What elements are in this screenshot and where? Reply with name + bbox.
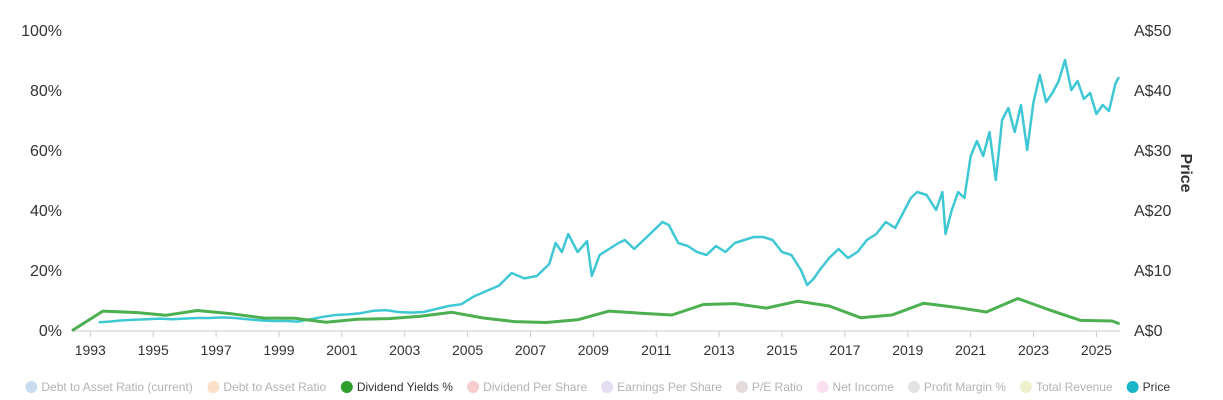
legend-marker	[907, 381, 920, 393]
legend-label: Total Revenue	[1036, 380, 1113, 394]
x-axis-tick-label: 2015	[766, 342, 797, 358]
legend-label: Earnings Per Share	[617, 380, 722, 394]
legend-item: Price	[1126, 380, 1171, 394]
right-axis-tick-label: A$30	[1134, 143, 1171, 160]
legend-item: Net Income	[816, 380, 895, 394]
left-axis-tick-label: 20%	[30, 263, 62, 280]
legend-marker	[816, 381, 829, 393]
legend-marker	[207, 381, 220, 393]
legend-label: Dividend Yields %	[357, 380, 453, 394]
x-axis-tick-label: 2019	[892, 342, 923, 358]
x-axis-tick-label: 2009	[578, 342, 609, 358]
legend-marker	[601, 381, 614, 393]
x-axis-tick-label: 1999	[263, 342, 294, 358]
legend-item: Earnings Per Share	[601, 380, 722, 394]
legend-label: Debt to Asset Ratio (current)	[41, 380, 192, 394]
legend-item: Dividend Per Share	[467, 380, 587, 394]
legend-item: Debt to Asset Ratio (current)	[25, 380, 193, 394]
right-axis-ticks: A$0 A$10 A$20 A$30 A$40 A$50	[1134, 23, 1171, 340]
legend-label: Profit Margin %	[924, 380, 1006, 394]
series-layer	[71, 58, 1120, 332]
right-axis-tick-label: A$10	[1134, 263, 1171, 280]
legend-label: P/E Ratio	[752, 380, 803, 394]
x-axis-tick-label: 2023	[1018, 342, 1049, 358]
left-axis-ticks: 0% 20% 40% 60% 80% 100%	[21, 23, 62, 340]
x-axis-tick-label: 1993	[75, 342, 106, 358]
x-axis-tick-label: 2011	[641, 342, 671, 358]
right-axis-tick-label: A$20	[1134, 203, 1171, 220]
legend-label: Net Income	[833, 380, 895, 394]
left-axis-tick-label: 0%	[39, 323, 62, 340]
x-axis-tick-label: 2001	[326, 342, 357, 358]
right-axis-tick-label: A$50	[1134, 23, 1171, 40]
legend-marker	[340, 381, 353, 393]
x-axis-tick-label: 2017	[829, 342, 860, 358]
legend: Debt to Asset Ratio (current) Debt to Ass…	[25, 380, 1170, 394]
x-axis: 1993 1995 1997 1999 2001 2003 2005 2007 2009 2011…	[73, 330, 1120, 358]
x-axis-tick-label: 1995	[138, 342, 169, 358]
left-axis-tick-label: 80%	[30, 83, 62, 100]
left-axis-tick-label: 60%	[30, 143, 62, 160]
legend-item: Profit Margin %	[907, 380, 1006, 394]
legend-item: P/E Ratio	[735, 380, 803, 394]
x-axis-tick-label: 2021	[955, 342, 986, 358]
left-axis-tick-label: 40%	[30, 203, 62, 220]
legend-marker	[735, 381, 748, 393]
legend-marker	[467, 381, 480, 393]
x-axis-tick-label: 2007	[515, 342, 546, 358]
price-line	[98, 58, 1120, 324]
x-axis-tick-label: 2025	[1081, 342, 1112, 358]
legend-marker	[1019, 381, 1032, 393]
legend-label: Dividend Per Share	[483, 380, 587, 394]
legend-marker	[25, 381, 38, 393]
x-axis-tick-label: 2013	[704, 342, 735, 358]
x-axis-tick-label: 2003	[389, 342, 420, 358]
legend-marker	[1126, 381, 1139, 393]
legend-item: Dividend Yields %	[340, 380, 453, 394]
x-axis-tick-label: 1997	[200, 342, 231, 358]
right-axis-tick-label: A$40	[1134, 83, 1171, 100]
legend-label: Debt to Asset Ratio	[223, 380, 326, 394]
legend-item: Debt to Asset Ratio	[207, 380, 326, 394]
x-axis-tick-label: 2005	[452, 342, 483, 358]
legend-item: Total Revenue	[1019, 380, 1113, 394]
dividend-yield-line	[71, 297, 1120, 332]
right-axis-label: Price	[1177, 153, 1194, 192]
legend-label: Price	[1143, 380, 1171, 394]
right-axis-tick-label: A$0	[1134, 323, 1163, 340]
left-axis-tick-label: 100%	[21, 23, 62, 40]
